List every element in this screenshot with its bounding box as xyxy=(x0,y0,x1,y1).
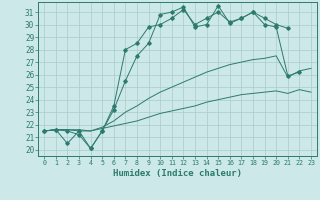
X-axis label: Humidex (Indice chaleur): Humidex (Indice chaleur) xyxy=(113,169,242,178)
